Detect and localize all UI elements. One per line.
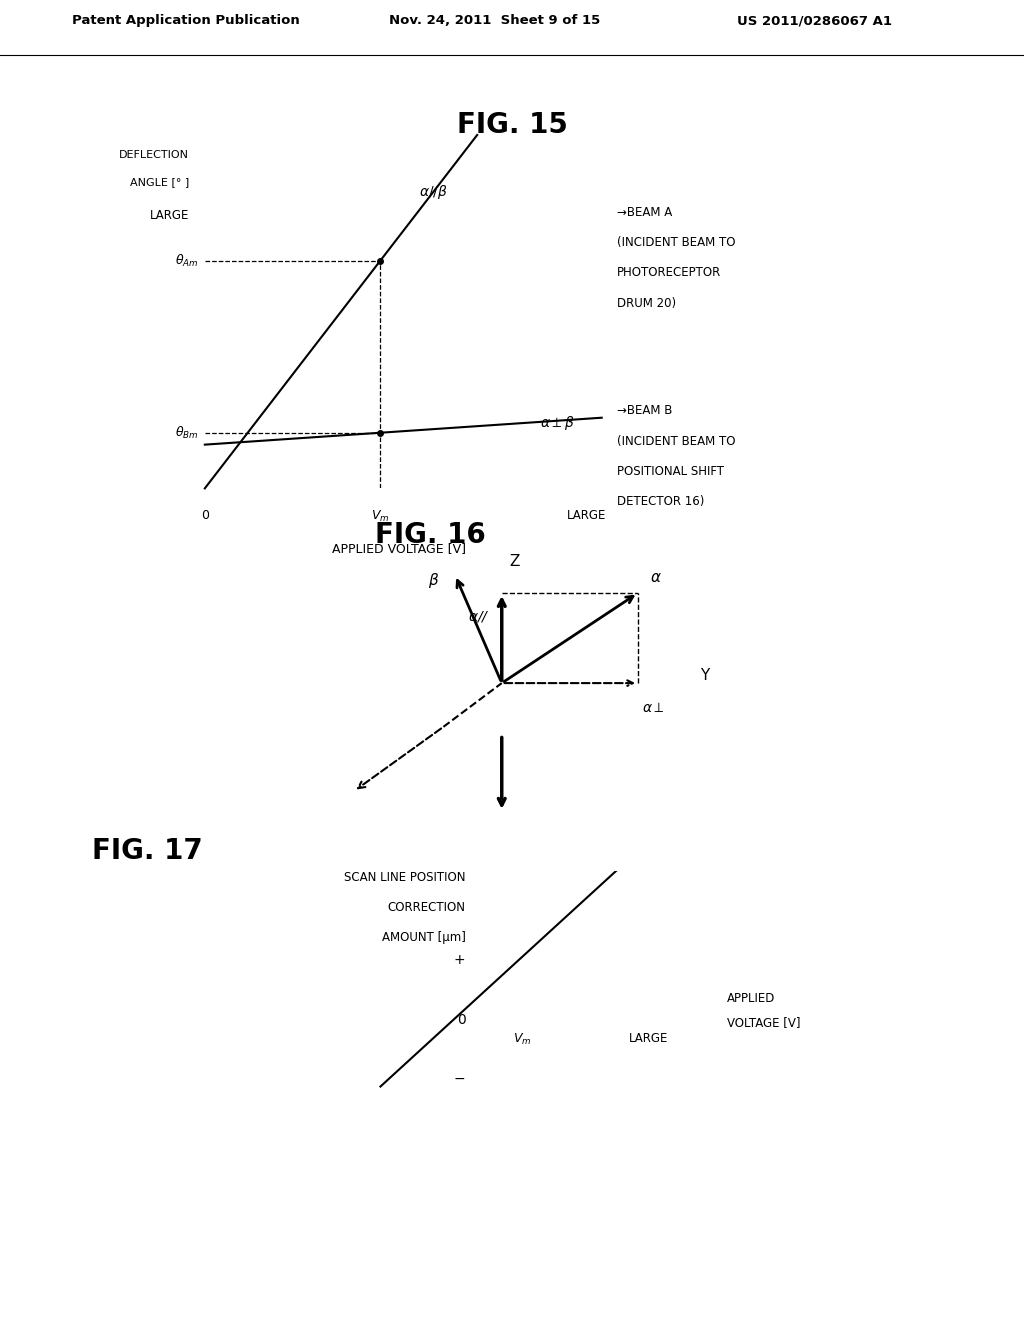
Text: $\alpha \perp \beta$: $\alpha \perp \beta$	[540, 413, 574, 432]
Text: +: +	[454, 953, 466, 968]
Text: FIG. 16: FIG. 16	[375, 520, 485, 549]
Text: $V_m$: $V_m$	[371, 508, 389, 524]
Text: ANGLE [° ]: ANGLE [° ]	[130, 177, 189, 187]
Text: APPLIED: APPLIED	[727, 993, 775, 1006]
Text: 0: 0	[201, 508, 209, 521]
Text: Z: Z	[510, 554, 520, 569]
Text: LARGE: LARGE	[629, 1032, 668, 1044]
Text: $V_m$: $V_m$	[513, 1032, 531, 1047]
Text: $\alpha$: $\alpha$	[649, 570, 662, 585]
Text: 0: 0	[457, 1012, 466, 1027]
Text: $\alpha$$//\beta$: $\alpha$$//\beta$	[419, 183, 447, 201]
Text: APPLIED VOLTAGE [V]: APPLIED VOLTAGE [V]	[333, 543, 466, 556]
Text: US 2011/0286067 A1: US 2011/0286067 A1	[737, 15, 892, 28]
Text: $\beta$: $\beta$	[428, 570, 439, 590]
Text: Y: Y	[700, 668, 710, 682]
Text: $\theta_{Am}$: $\theta_{Am}$	[175, 253, 199, 269]
Text: CORRECTION: CORRECTION	[387, 900, 466, 913]
Text: −: −	[454, 1072, 466, 1086]
Text: →BEAM A: →BEAM A	[617, 206, 673, 219]
Text: FIG. 17: FIG. 17	[92, 837, 203, 866]
Text: Patent Application Publication: Patent Application Publication	[72, 15, 299, 28]
Text: DETECTOR 16): DETECTOR 16)	[617, 495, 705, 508]
Text: $\theta_{Bm}$: $\theta_{Bm}$	[175, 425, 199, 441]
Text: POSITIONAL SHIFT: POSITIONAL SHIFT	[617, 465, 724, 478]
Text: FIG. 15: FIG. 15	[457, 111, 567, 140]
Text: DEFLECTION: DEFLECTION	[119, 150, 189, 160]
Text: $\alpha\perp$: $\alpha\perp$	[642, 701, 665, 715]
Text: $\alpha$//: $\alpha$//	[468, 609, 490, 623]
Text: DRUM 20): DRUM 20)	[617, 297, 677, 310]
Text: (INCIDENT BEAM TO: (INCIDENT BEAM TO	[617, 236, 736, 249]
Text: AMOUNT [μm]: AMOUNT [μm]	[382, 931, 466, 944]
Text: SCAN LINE POSITION: SCAN LINE POSITION	[344, 871, 466, 884]
Text: VOLTAGE [V]: VOLTAGE [V]	[727, 1016, 801, 1030]
Text: LARGE: LARGE	[150, 210, 189, 222]
Text: Nov. 24, 2011  Sheet 9 of 15: Nov. 24, 2011 Sheet 9 of 15	[389, 15, 600, 28]
Text: →BEAM B: →BEAM B	[617, 404, 673, 417]
Text: LARGE: LARGE	[566, 508, 606, 521]
Text: PHOTORECEPTOR: PHOTORECEPTOR	[617, 267, 722, 280]
Text: (INCIDENT BEAM TO: (INCIDENT BEAM TO	[617, 434, 736, 447]
